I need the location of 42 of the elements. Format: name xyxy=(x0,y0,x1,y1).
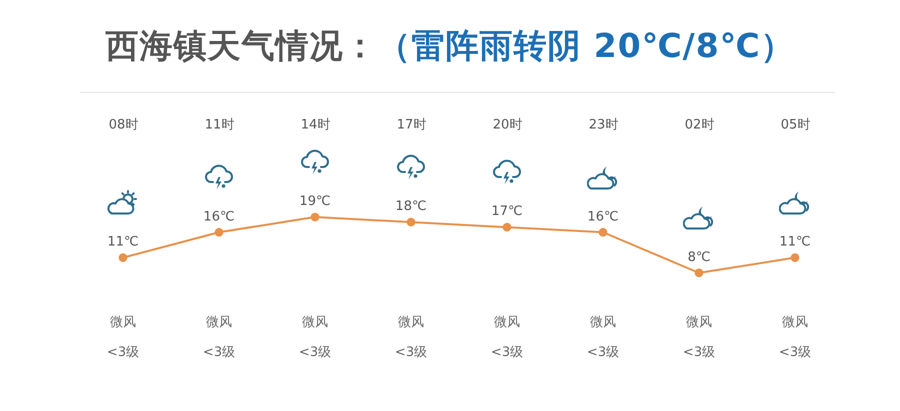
data-label: 8℃ xyxy=(688,250,710,265)
text: 微风 xyxy=(494,315,520,330)
text: <3级 xyxy=(394,345,428,360)
point xyxy=(598,228,608,237)
text: <3级 xyxy=(490,345,524,360)
x-tick-label: 20时 xyxy=(492,118,522,132)
point xyxy=(118,253,128,262)
text: 微风 xyxy=(398,315,424,330)
x-tick-label: 05时 xyxy=(780,118,810,132)
data-label: 19℃ xyxy=(299,194,331,210)
data-label: 11℃ xyxy=(779,234,811,250)
text: 微风 xyxy=(206,315,232,330)
text: <3级 xyxy=(586,345,620,360)
point xyxy=(214,228,224,237)
text: <3级 xyxy=(202,345,236,360)
text: 微风 xyxy=(110,315,136,330)
text: <3级 xyxy=(778,345,812,360)
data-label: 16℃ xyxy=(203,209,235,224)
x-tick-label: 23时 xyxy=(588,118,618,132)
x-tick-label: 11时 xyxy=(204,118,234,132)
data-label: 11℃ xyxy=(107,234,139,250)
text: <3级 xyxy=(298,345,332,360)
point xyxy=(790,253,800,262)
point xyxy=(310,212,320,222)
data-label: 18℃ xyxy=(395,199,427,214)
data-label: 17℃ xyxy=(491,204,523,220)
x-tick-label: 02时 xyxy=(684,118,714,132)
chart-subtitle: （雷阵雨转阴 20℃/8℃） xyxy=(377,26,795,65)
text: <3级 xyxy=(106,345,140,360)
x-tick-label: 08时 xyxy=(108,118,138,132)
x-tick-label: 14时 xyxy=(300,118,330,132)
point xyxy=(406,218,416,226)
text: <3级 xyxy=(682,345,716,360)
point xyxy=(502,222,512,232)
point xyxy=(694,268,704,278)
text: 微风 xyxy=(686,315,712,330)
text: 微风 xyxy=(782,315,808,330)
text: 微风 xyxy=(302,315,328,330)
data-label: 16℃ xyxy=(587,209,619,224)
chart-title: 西海镇天气情况： xyxy=(105,26,378,65)
text: 微风 xyxy=(590,315,616,330)
x-tick-label: 17时 xyxy=(396,118,426,132)
